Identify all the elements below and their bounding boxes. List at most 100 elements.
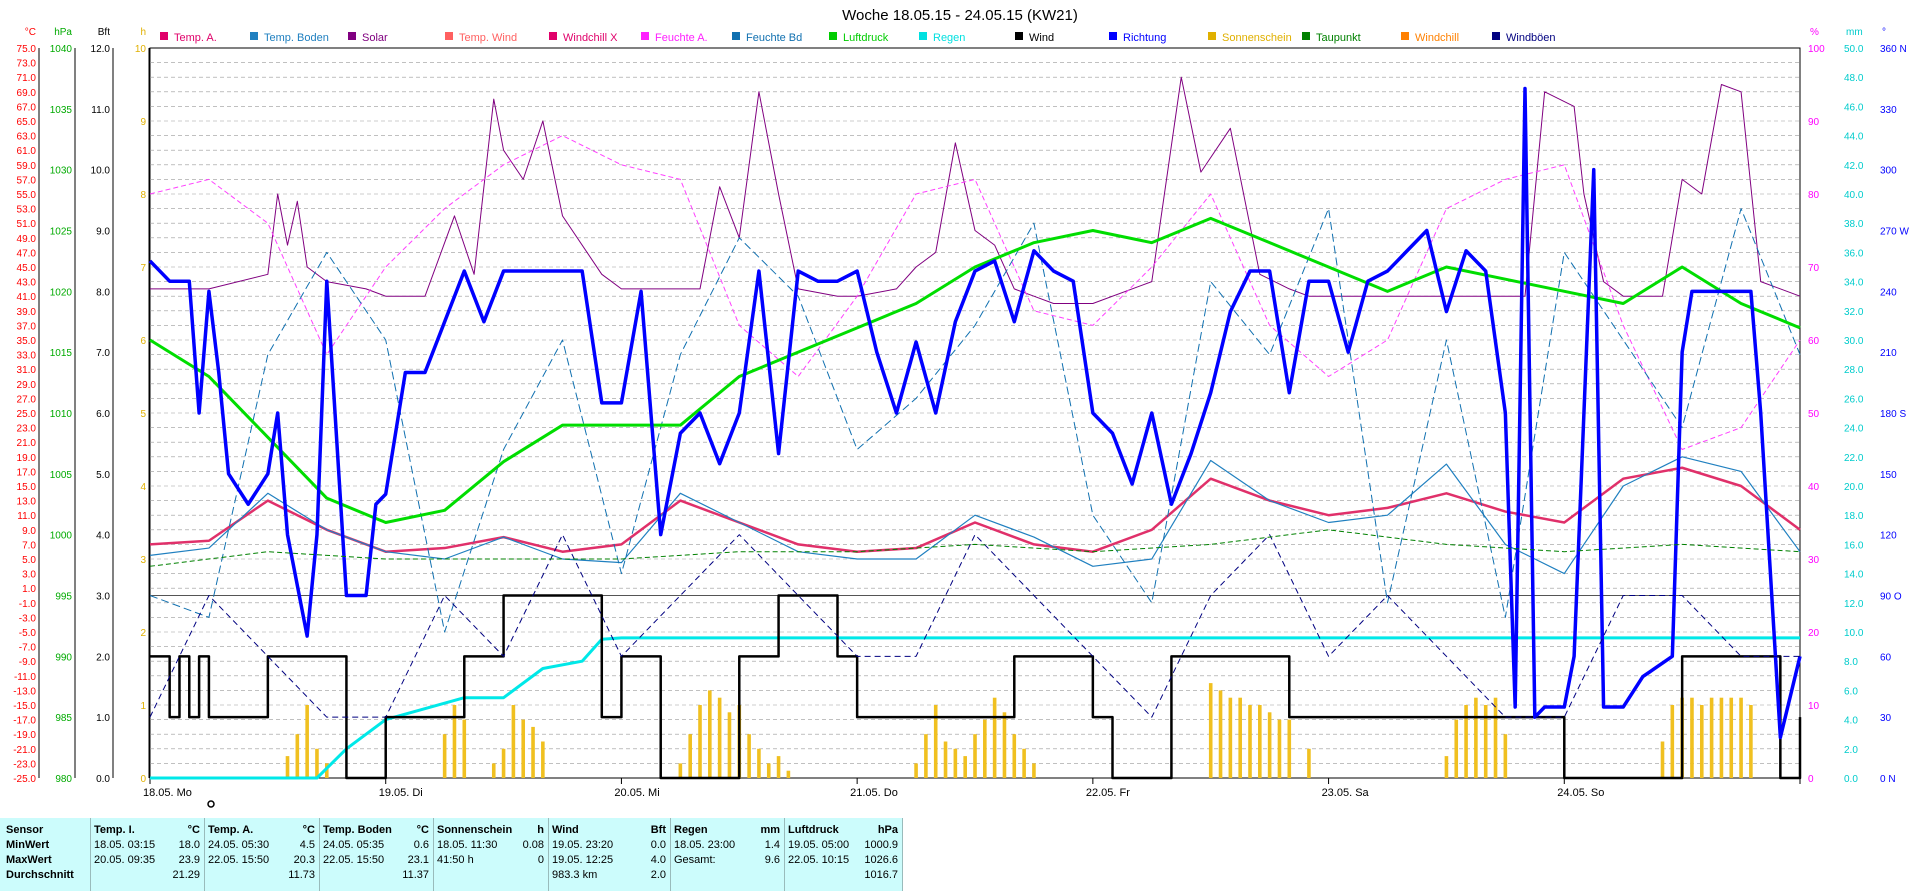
sunshine-bar [1012, 734, 1017, 778]
axis-unit: hPa [54, 27, 72, 38]
sunshine-bar [727, 712, 732, 778]
y-tick-label: 270 W [1880, 227, 1909, 238]
y-tick-label: 50 [1808, 409, 1820, 420]
time-marker-icon [207, 800, 215, 808]
y-tick-label: 150 [1880, 470, 1897, 481]
plot-area [148, 76, 1802, 780]
y-tick-label: 12.0 [1844, 599, 1864, 610]
y-tick-label: 240 [1880, 287, 1897, 298]
sunshine-bar [1208, 683, 1213, 778]
y-tick-label: 2.0 [96, 652, 110, 663]
sunshine-bar [501, 748, 506, 778]
y-tick-label: 11.0 [17, 511, 36, 522]
sunshine-bar [1729, 697, 1734, 778]
sunshine-bar [1267, 712, 1272, 778]
sunshine-bar [933, 705, 938, 778]
y-tick-label: 1035 [50, 105, 73, 116]
series-richtung [148, 86, 1802, 740]
y-tick-label: 5 [140, 409, 146, 420]
stat-min-value: 0.0 [650, 839, 666, 851]
y-tick-label: 210 [1880, 348, 1897, 359]
sunshine-bar [521, 719, 526, 778]
stat-avg-value: 2.0 [650, 869, 666, 881]
row-label-avg: Durchschnitt [6, 869, 74, 881]
y-tick-label: 41.0 [17, 292, 37, 303]
y-tick-label: 1005 [50, 470, 73, 481]
y-tick-label: 13.0 [17, 497, 37, 508]
series-taupunkt [149, 529, 1801, 567]
y-tick-label: 330 [1880, 105, 1897, 116]
y-tick-label: 90 [1808, 117, 1820, 128]
sunshine-bar [786, 770, 791, 778]
axis-unit: °C [25, 27, 36, 38]
y-tick-label: 48.0 [1844, 73, 1864, 84]
y-tick-label: 1025 [50, 227, 73, 238]
legend-label: Temp. A. [174, 32, 217, 44]
stat-min-when: 18.05. 03:15 [94, 839, 156, 851]
y-tick-label: 180 S [1880, 409, 1906, 420]
y-tick-label: 33.0 [17, 351, 37, 362]
y-tick-label: 45.0 [17, 263, 37, 274]
y-tick-label: 990 [55, 652, 72, 663]
y-tick-label: 980 [55, 774, 72, 785]
legend-label: Sonnenschein [1222, 32, 1292, 44]
y-tick-label: -7.0 [19, 643, 37, 654]
stat-min-value: 18.0 [178, 839, 200, 851]
stat-max-value: 4.0 [650, 854, 666, 866]
sunshine-bar [324, 763, 329, 778]
y-tick-label: 8.0 [1844, 657, 1858, 668]
y-tick-label: 0.0 [1844, 774, 1858, 785]
y-tick-label: -21.0 [13, 745, 36, 756]
y-tick-label: 5.0 [22, 555, 36, 566]
stat-max-when: 22.05. 10:15 [788, 854, 850, 866]
y-tick-label: 9.0 [96, 227, 110, 238]
y-tick-label: 360 N [1880, 44, 1907, 55]
stat-min-when: 18.05. 11:30 [437, 839, 498, 851]
y-tick-label: 40 [1808, 482, 1820, 493]
y-tick-label: 57.0 [17, 175, 37, 186]
stat-min-value: 0.08 [522, 839, 544, 851]
y-tick-label: 7 [140, 263, 146, 274]
axis-unit: Bft [98, 27, 110, 38]
stat-min-when: 19.05. 05:00 [788, 839, 850, 851]
legend-swatch [250, 32, 258, 40]
y-tick-label: 12.0 [91, 44, 111, 55]
stat-avg-value: 11.73 [288, 869, 315, 881]
y-tick-label: 40.0 [1844, 190, 1864, 201]
y-tick-label: 59.0 [17, 161, 37, 172]
y-tick-label: 5.0 [96, 470, 110, 481]
legend-swatch [1302, 32, 1310, 40]
sunshine-bar [1670, 705, 1675, 778]
y-tick-label: 19.0 [17, 453, 37, 464]
stat-header: Wind [552, 824, 579, 836]
y-tick-label: 0 N [1880, 774, 1896, 785]
axis-unit: % [1810, 27, 1819, 38]
legend-label: Regen [933, 32, 965, 44]
stat-header: Temp. A. [208, 824, 254, 836]
y-tick-label: 67.0 [17, 102, 37, 113]
sunshine-bar [1277, 719, 1282, 778]
y-tick-label: 1030 [50, 166, 73, 177]
sunshine-bar [1228, 697, 1233, 778]
y-tick-label: -11.0 [14, 672, 36, 683]
sunshine-bar [1660, 741, 1665, 778]
stat-column-wind: Wind Bft 19.05. 23:20 0.0 19.05. 12:25 4… [549, 818, 671, 891]
stat-column-temp-outside: Temp. A. °C 24.05. 05:30 4.5 22.05. 15:5… [205, 818, 320, 891]
y-tick-label: 0 [1808, 774, 1814, 785]
y-tick-label: 1000 [50, 531, 73, 542]
legend-swatch [160, 32, 168, 40]
y-tick-label: 43.0 [17, 278, 37, 289]
legend-label: Windchill X [563, 32, 618, 44]
stat-max-when: 22.05. 15:50 [208, 854, 270, 866]
y-tick-label: 30 [1808, 555, 1820, 566]
sunshine-bar [1709, 697, 1714, 778]
sunshine-bar [295, 734, 300, 778]
y-tick-label: -19.0 [13, 730, 36, 741]
sunshine-bar [1719, 697, 1724, 778]
y-tick-label: 42.0 [1844, 161, 1864, 172]
y-tick-label: 71.0 [17, 73, 37, 84]
y-tick-label: 4.0 [96, 531, 110, 542]
sunshine-bar [973, 734, 977, 778]
stat-column-temp-ground: Temp. Boden °C 24.05. 05:35 0.6 22.05. 1… [320, 818, 434, 891]
stat-max-value: 23.1 [407, 854, 429, 866]
